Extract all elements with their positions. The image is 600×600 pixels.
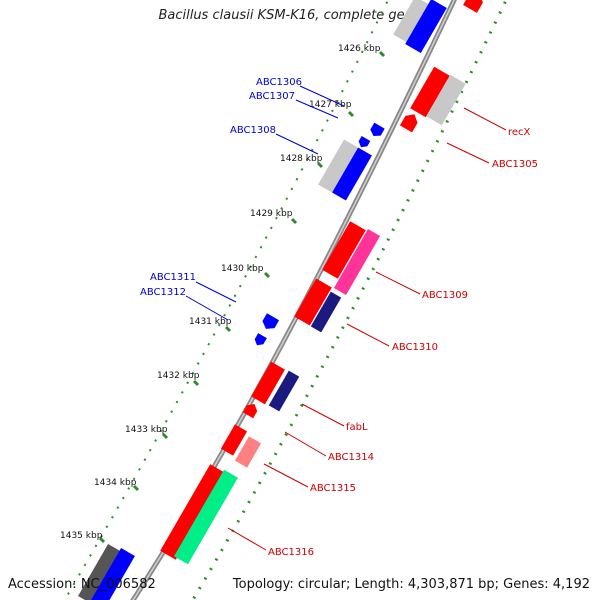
gene-ABC1311[interactable] [260, 313, 280, 332]
topology-label: Topology: circular; Length: 4,303,871 bp… [232, 577, 590, 592]
gene-ABC1314[interactable] [220, 424, 248, 456]
coordinate-label: 1429 kbp [250, 209, 293, 219]
gene-feature[interactable] [405, 0, 447, 54]
gene-label[interactable]: ABC1306 [256, 77, 302, 88]
gene-label[interactable]: ABC1316 [268, 547, 314, 558]
gene-label[interactable]: ABC1314 [328, 452, 374, 463]
gene-feature[interactable] [294, 278, 332, 326]
major-tick [192, 379, 200, 387]
gene-feature[interactable] [242, 401, 260, 419]
coordinate-label: 1430 kbp [221, 264, 264, 274]
major-tick [161, 432, 169, 440]
gene-feature[interactable] [318, 139, 358, 193]
gene-fabL[interactable] [268, 370, 300, 412]
gene-ABC1312[interactable] [253, 333, 267, 348]
gene-label[interactable]: fabL [346, 422, 368, 433]
gene-label[interactable]: recX [508, 127, 531, 138]
gene-ABC1315[interactable] [234, 436, 262, 468]
gene-ABC1306[interactable] [357, 136, 371, 150]
gene-ABC1307[interactable] [368, 122, 385, 139]
map-title: Bacillus clausii KSM-K16, complete genom… [158, 8, 442, 23]
gene-label[interactable]: ABC1309 [422, 290, 468, 301]
gene-label[interactable]: ABC1307 [249, 91, 295, 102]
gene-label[interactable]: ABC1308 [230, 125, 276, 136]
coordinate-label: 1426 kbp [338, 44, 381, 54]
gene-label[interactable]: ABC1315 [310, 483, 356, 494]
inner-tick-ring [63, 0, 390, 600]
gene-ABC1316[interactable] [174, 469, 238, 565]
gene-feature[interactable] [463, 0, 486, 13]
major-tick [378, 50, 386, 58]
major-tick [224, 325, 232, 333]
coordinate-label: 1428 kbp [280, 154, 323, 164]
accession-label: Accession: NC_006582 [8, 577, 156, 592]
coordinate-label: 1431 kbp [189, 317, 232, 327]
gene-recX[interactable] [410, 66, 450, 118]
gene-feature[interactable] [399, 111, 421, 133]
gene-label[interactable]: ABC1310 [392, 342, 438, 353]
major-tick [132, 484, 140, 492]
gene-label[interactable]: ABC1312 [140, 287, 186, 298]
gene-feature[interactable] [78, 544, 122, 600]
genome-backbone [130, 0, 457, 600]
major-tick [263, 271, 271, 279]
gene-ABC1305[interactable] [426, 74, 466, 126]
major-tick [347, 110, 355, 118]
coordinate-label: 1432 kbp [157, 371, 200, 381]
gene-feature[interactable] [332, 147, 372, 201]
major-tick [98, 536, 106, 544]
major-tick [316, 161, 324, 169]
gene-feature[interactable] [91, 548, 135, 600]
gene-feature[interactable] [160, 464, 226, 560]
gene-feature[interactable] [393, 0, 431, 44]
major-tick [290, 217, 298, 225]
gene-ABC1309[interactable] [333, 229, 381, 295]
gene-label[interactable]: ABC1311 [150, 272, 196, 283]
gene-label[interactable]: ABC1305 [492, 159, 538, 170]
coordinate-label: 1427 kbp [309, 100, 352, 110]
gene-ABC1310[interactable] [310, 291, 342, 333]
coordinate-label: 1435 kbp [60, 531, 103, 541]
coordinate-label: 1433 kbp [125, 425, 168, 435]
coordinate-label: 1434 kbp [94, 478, 137, 488]
gene-feature[interactable] [251, 361, 285, 405]
gene-feature[interactable] [322, 221, 366, 279]
